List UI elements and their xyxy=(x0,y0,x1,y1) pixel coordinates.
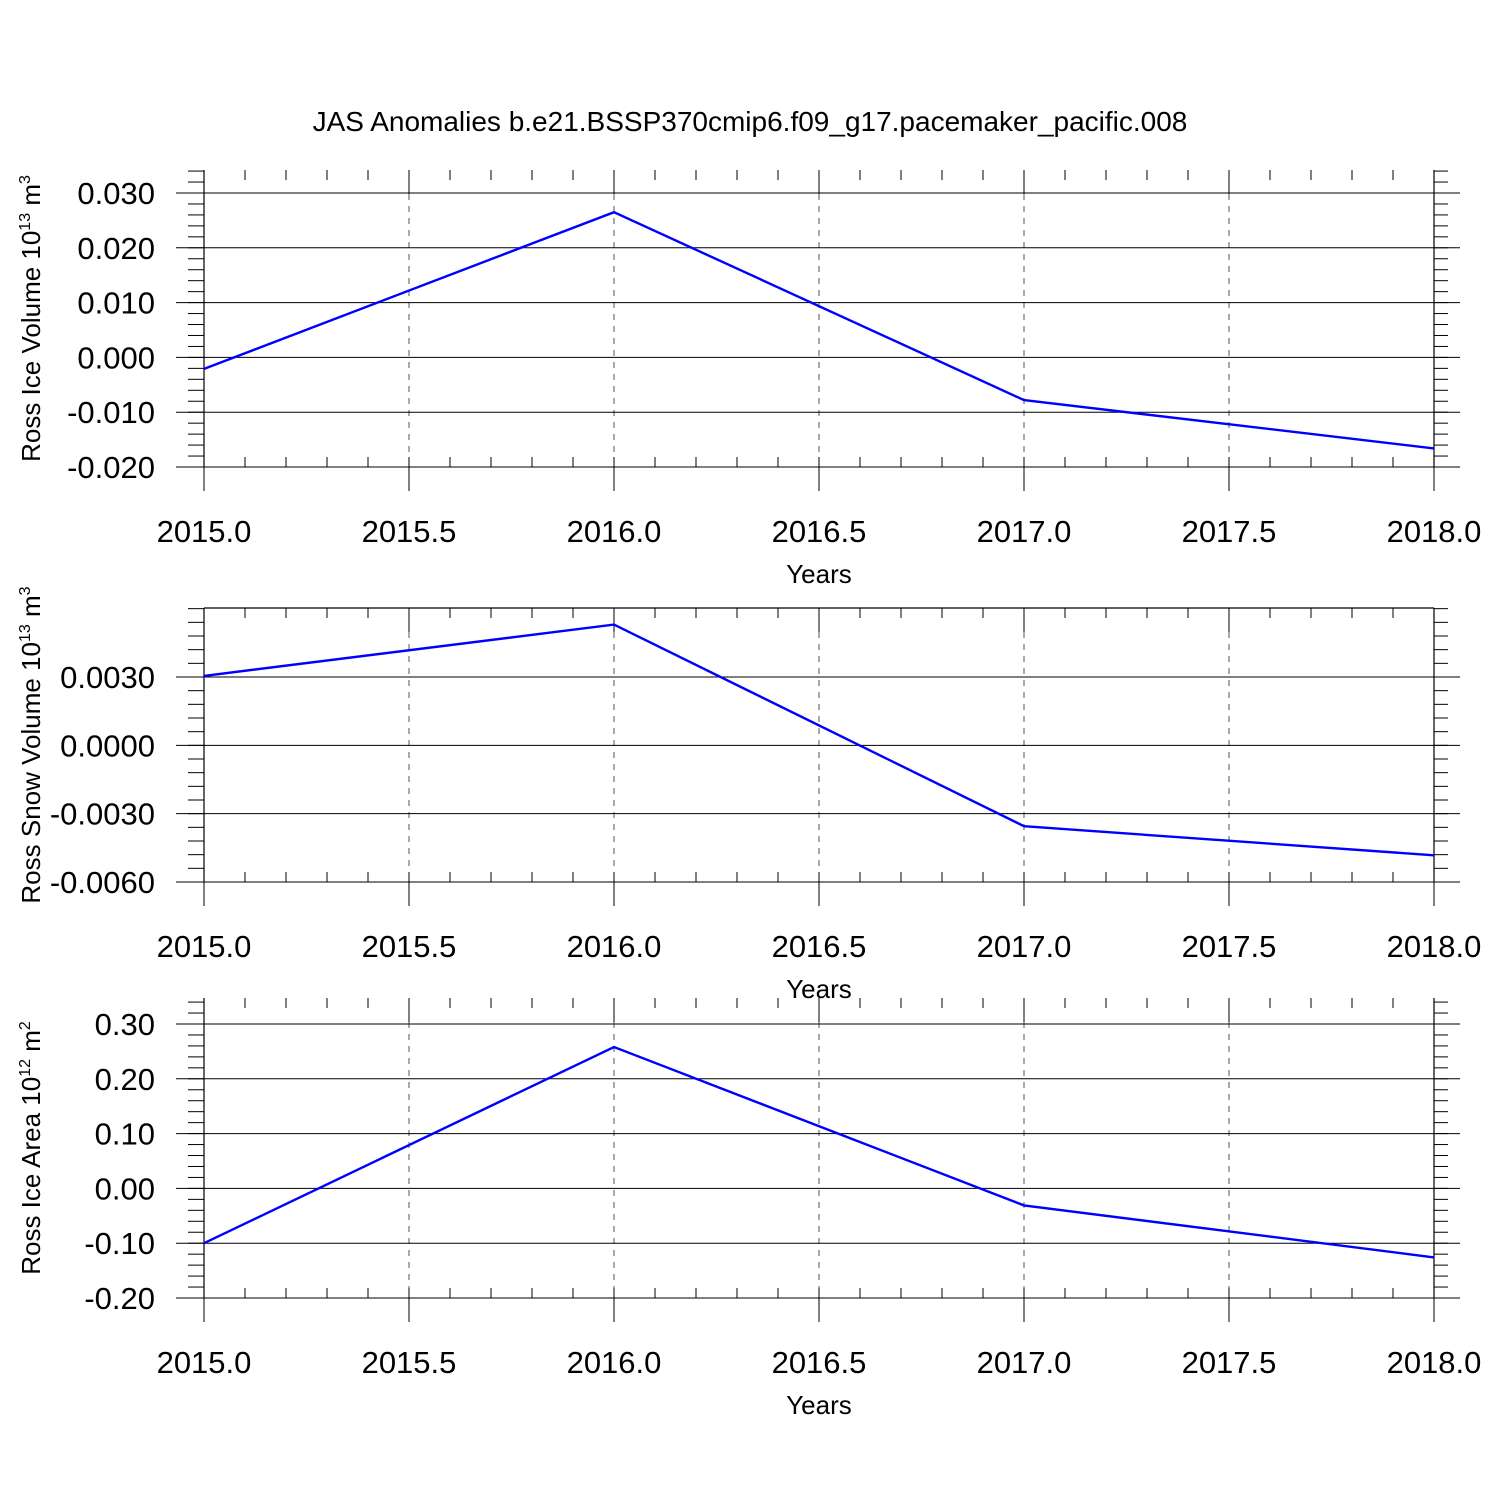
series-line xyxy=(203,623,1435,857)
x-tick-label: 2015.0 xyxy=(157,514,252,549)
y-axis-label: Ross Ice Volume 1013 m3 xyxy=(16,175,46,462)
panel-1: 2015.0 2015.5 2016.0 2016.5 2017.0 2017.5 2018… xyxy=(16,170,1481,589)
x-tick-label: 2016.5 xyxy=(772,929,867,964)
y-tick-label: 0.30 xyxy=(95,1007,155,1042)
x-tick-label: 2015.5 xyxy=(362,514,457,549)
series-line xyxy=(203,210,1435,450)
x-tick-label: 2015.5 xyxy=(362,929,457,964)
x-tick-label: 2016.0 xyxy=(567,929,662,964)
x-tick-label: 2016.0 xyxy=(567,1345,662,1380)
x-tick-label: 2017.0 xyxy=(977,929,1072,964)
x-tick-label: 2018.0 xyxy=(1387,514,1482,549)
series-line xyxy=(203,1045,1435,1259)
x-tick-label: 2015.0 xyxy=(157,929,252,964)
y-tick-label: 0.0030 xyxy=(60,660,155,695)
y-tick-label: -0.020 xyxy=(67,450,155,485)
x-tick-label: 2017.0 xyxy=(977,1345,1072,1380)
y-tick-label: -0.010 xyxy=(67,395,155,430)
y-tick-label: -0.0030 xyxy=(50,797,155,832)
y-tick-label: 0.10 xyxy=(95,1117,155,1152)
y-tick-label: 0.000 xyxy=(77,340,155,375)
x-tick-label: 2015.0 xyxy=(157,1345,252,1380)
x-tick-label: 2018.0 xyxy=(1387,929,1482,964)
x-tick-label: 2017.0 xyxy=(977,514,1072,549)
x-tick-label: 2017.5 xyxy=(1182,1345,1277,1380)
panels: 2015.0 2015.5 2016.0 2016.5 2017.0 2017.5 2018… xyxy=(16,170,1481,1420)
y-tick-label: -0.20 xyxy=(84,1281,155,1316)
y-tick-label: -0.0060 xyxy=(50,865,155,900)
panel-2: 2015.0 2015.5 2016.0 2016.5 2017.0 2017.5 2018… xyxy=(16,586,1481,1004)
y-axis-label: Ross Snow Volume 1013 m3 xyxy=(16,586,46,903)
x-tick-label: 2017.5 xyxy=(1182,514,1277,549)
y-tick-label: 0.020 xyxy=(77,231,155,266)
x-tick-label: 2016.5 xyxy=(772,1345,867,1380)
x-axis-label: Years xyxy=(786,1390,852,1420)
y-tick-label: 0.030 xyxy=(77,176,155,211)
y-axis-label: Ross Ice Area 1012 m2 xyxy=(16,1021,46,1275)
x-tick-label: 2015.5 xyxy=(362,1345,457,1380)
y-tick-label: 0.010 xyxy=(77,286,155,321)
chart-title: JAS Anomalies b.e21.BSSP370cmip6.f09_g17… xyxy=(313,106,1188,137)
x-axis-label: Years xyxy=(786,559,852,589)
panel-3: 2015.0 2015.5 2016.0 2016.5 2017.0 2017.5 2018… xyxy=(16,998,1481,1420)
x-tick-label: 2018.0 xyxy=(1387,1345,1482,1380)
y-tick-label: -0.10 xyxy=(84,1226,155,1261)
x-tick-label: 2016.0 xyxy=(567,514,662,549)
y-tick-label: 0.0000 xyxy=(60,728,155,763)
x-tick-label: 2016.5 xyxy=(772,514,867,549)
y-tick-label: 0.20 xyxy=(95,1062,155,1097)
x-tick-label: 2017.5 xyxy=(1182,929,1277,964)
y-tick-label: 0.00 xyxy=(95,1171,155,1206)
